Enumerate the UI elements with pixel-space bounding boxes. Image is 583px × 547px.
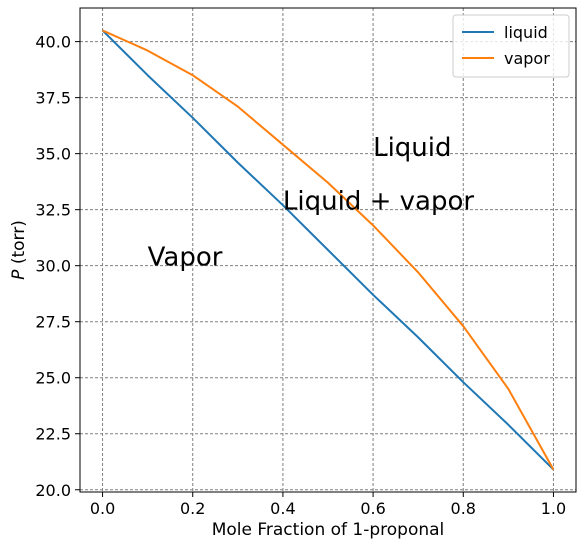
series-line-liquid — [101, 29, 555, 471]
y-tick-label: 27.5 — [35, 313, 71, 332]
legend-items: liquid vapor — [462, 23, 550, 68]
y-tick-label: 30.0 — [35, 257, 71, 276]
series-lines — [101, 29, 555, 471]
x-axis-label: Mole Fraction of 1-proponal — [212, 520, 445, 540]
y-axis-label-unit: (torr) — [9, 220, 29, 269]
y-tick-label: 40.0 — [35, 33, 71, 52]
region-label: Vapor — [148, 243, 223, 273]
region-label: Liquid + vapor — [283, 187, 474, 217]
y-tick-label: 20.0 — [35, 481, 71, 500]
legend: liquid vapor — [452, 14, 570, 78]
legend-label-vapor: vapor — [504, 49, 550, 68]
plot-frame — [79, 7, 577, 493]
y-tick-label: 25.0 — [35, 369, 71, 388]
legend-box — [452, 14, 570, 78]
y-tick-label: 32.5 — [35, 201, 71, 220]
y-axis-label: P (torr) — [9, 220, 29, 280]
x-tick-label: 0.0 — [90, 499, 115, 518]
x-tick-label: 0.6 — [360, 499, 385, 518]
y-tick-label: 37.5 — [35, 89, 71, 108]
x-tick-label: 0.2 — [180, 499, 205, 518]
region-label: Liquid — [373, 133, 451, 163]
y-tick-label: 22.5 — [35, 425, 71, 444]
series-line-vapor — [102, 29, 555, 471]
grid-lines — [80, 8, 576, 492]
x-tick-label: 1.0 — [541, 499, 566, 518]
x-axis-ticks: 0.0 0.2 0.4 0.6 0.8 1.0 — [90, 492, 566, 518]
y-tick-label: 35.0 — [35, 145, 71, 164]
x-tick-label: 0.8 — [451, 499, 476, 518]
y-axis-ticks: 20.0 22.5 25.0 27.5 30.0 32.5 35.0 37.5 40.0 — [35, 33, 80, 500]
y-axis-label-symbol: P — [9, 269, 29, 280]
x-tick-label: 0.4 — [270, 499, 295, 518]
legend-label-liquid: liquid — [504, 23, 548, 42]
region-annotations: Liquid Liquid + vapor Vapor — [148, 133, 475, 273]
